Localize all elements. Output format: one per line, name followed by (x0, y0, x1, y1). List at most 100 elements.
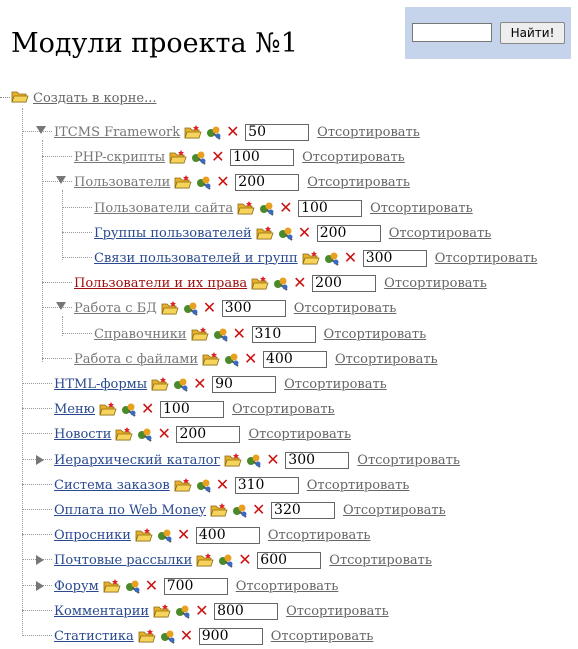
module-link[interactable]: PHP-скрипты (74, 149, 166, 165)
sort-order-input[interactable] (163, 577, 228, 595)
add-folder-icon[interactable] (184, 124, 202, 141)
sort-order-input[interactable] (251, 325, 316, 343)
sort-order-input[interactable] (160, 400, 224, 418)
module-link[interactable]: Форум (54, 578, 99, 594)
module-link[interactable]: Работа с БД (74, 300, 157, 316)
sort-order-input[interactable] (221, 299, 286, 317)
add-folder-icon[interactable] (161, 300, 179, 317)
sort-order-input[interactable] (263, 350, 328, 368)
edit-properties-icon[interactable] (217, 552, 234, 569)
add-folder-icon[interactable] (190, 326, 209, 343)
module-link[interactable]: Новости (54, 426, 112, 442)
module-link[interactable]: Система заказов (54, 477, 170, 493)
expand-arrow-icon[interactable] (36, 555, 44, 565)
sort-link[interactable]: Отсортировать (343, 502, 446, 518)
module-link[interactable]: Работа с файлами (74, 351, 199, 367)
edit-properties-icon[interactable] (223, 351, 240, 368)
sort-order-input[interactable] (271, 501, 336, 519)
edit-properties-icon[interactable] (205, 124, 222, 141)
sort-link[interactable]: Отсортировать (267, 527, 371, 543)
sort-order-input[interactable] (245, 123, 310, 141)
add-folder-icon[interactable] (103, 578, 121, 595)
sort-order-input[interactable] (312, 274, 377, 292)
sort-link[interactable]: Отсортировать (286, 603, 389, 619)
delete-icon[interactable]: ✕ (216, 172, 230, 191)
sort-order-input[interactable] (195, 526, 260, 544)
expand-arrow-icon[interactable] (36, 581, 44, 591)
module-link[interactable]: Статистика (54, 628, 134, 644)
add-folder-icon[interactable] (115, 426, 134, 443)
module-link[interactable]: Пользователи (74, 174, 171, 190)
sort-order-input[interactable] (257, 551, 322, 569)
delete-icon[interactable]: ✕ (179, 626, 194, 645)
add-folder-icon[interactable] (138, 628, 156, 645)
sort-order-input[interactable] (214, 602, 279, 620)
delete-icon[interactable]: ✕ (226, 122, 240, 141)
sort-order-input[interactable] (230, 148, 295, 166)
edit-properties-icon[interactable] (195, 174, 212, 191)
search-input[interactable] (412, 23, 492, 42)
edit-properties-icon[interactable] (190, 149, 207, 166)
delete-icon[interactable]: ✕ (202, 298, 217, 317)
add-folder-icon[interactable] (169, 149, 187, 166)
edit-properties-icon[interactable] (182, 300, 199, 317)
add-folder-icon[interactable] (210, 502, 228, 519)
edit-properties-icon[interactable] (156, 527, 173, 544)
sort-order-input[interactable] (198, 627, 263, 645)
collapse-arrow-icon[interactable] (56, 302, 66, 310)
edit-properties-icon[interactable] (277, 225, 294, 242)
add-folder-icon[interactable] (99, 401, 117, 418)
module-link[interactable]: Иерархический каталог (54, 452, 221, 468)
expand-arrow-icon[interactable] (36, 455, 44, 465)
sort-order-input[interactable] (285, 451, 350, 469)
add-folder-icon[interactable] (237, 200, 255, 217)
sort-link[interactable]: Отсортировать (270, 628, 374, 644)
sort-order-input[interactable] (176, 425, 241, 443)
module-link[interactable]: Группы пользователей (94, 225, 252, 241)
sort-link[interactable]: Отсортировать (335, 351, 438, 367)
add-folder-icon[interactable] (153, 603, 171, 620)
add-folder-icon[interactable] (302, 250, 320, 267)
create-in-root-link[interactable]: Создать в корне... (33, 91, 157, 106)
delete-icon[interactable]: ✕ (238, 550, 252, 569)
sort-link[interactable]: Отсортировать (293, 300, 397, 316)
add-folder-icon[interactable] (174, 477, 192, 494)
sort-link[interactable]: Отсортировать (329, 552, 432, 568)
add-folder-icon[interactable] (174, 174, 192, 191)
delete-icon[interactable]: ✕ (193, 374, 207, 393)
module-link[interactable]: Пользователи и их права (74, 275, 248, 291)
delete-icon[interactable]: ✕ (293, 273, 307, 292)
module-link[interactable]: Оплата по Web Money (54, 502, 207, 518)
sort-order-input[interactable] (234, 476, 299, 494)
add-folder-icon[interactable] (202, 351, 220, 368)
add-folder-icon[interactable] (251, 275, 269, 292)
sort-order-input[interactable] (212, 375, 277, 393)
delete-icon[interactable]: ✕ (297, 223, 312, 242)
delete-icon[interactable]: ✕ (157, 424, 171, 443)
folder-open-icon[interactable] (11, 88, 29, 105)
edit-properties-icon[interactable] (231, 502, 248, 519)
edit-properties-icon[interactable] (258, 200, 275, 217)
edit-properties-icon[interactable] (124, 578, 141, 595)
delete-icon[interactable]: ✕ (141, 399, 155, 418)
sort-order-input[interactable] (298, 199, 363, 217)
delete-icon[interactable]: ✕ (215, 475, 230, 494)
module-link[interactable]: Пользователи сайта (94, 200, 234, 216)
add-folder-icon[interactable] (135, 527, 153, 544)
edit-properties-icon[interactable] (195, 477, 212, 494)
add-folder-icon[interactable] (151, 376, 169, 393)
sort-link[interactable]: Отсортировать (306, 477, 410, 493)
delete-icon[interactable]: ✕ (211, 147, 225, 166)
search-button[interactable]: Найти! (500, 22, 565, 44)
add-folder-icon[interactable] (256, 225, 274, 242)
collapse-arrow-icon[interactable] (56, 176, 66, 184)
collapse-arrow-icon[interactable] (36, 126, 46, 134)
module-link[interactable]: Комментарии (54, 603, 150, 619)
delete-icon[interactable]: ✕ (343, 248, 358, 267)
sort-link[interactable]: Отсортировать (307, 174, 410, 190)
sort-order-input[interactable] (362, 249, 427, 267)
sort-link[interactable]: Отсортировать (317, 124, 420, 140)
module-link[interactable]: ITCMS Framework (54, 124, 181, 140)
delete-icon[interactable]: ✕ (232, 324, 246, 343)
sort-link[interactable]: Отсортировать (357, 452, 460, 468)
